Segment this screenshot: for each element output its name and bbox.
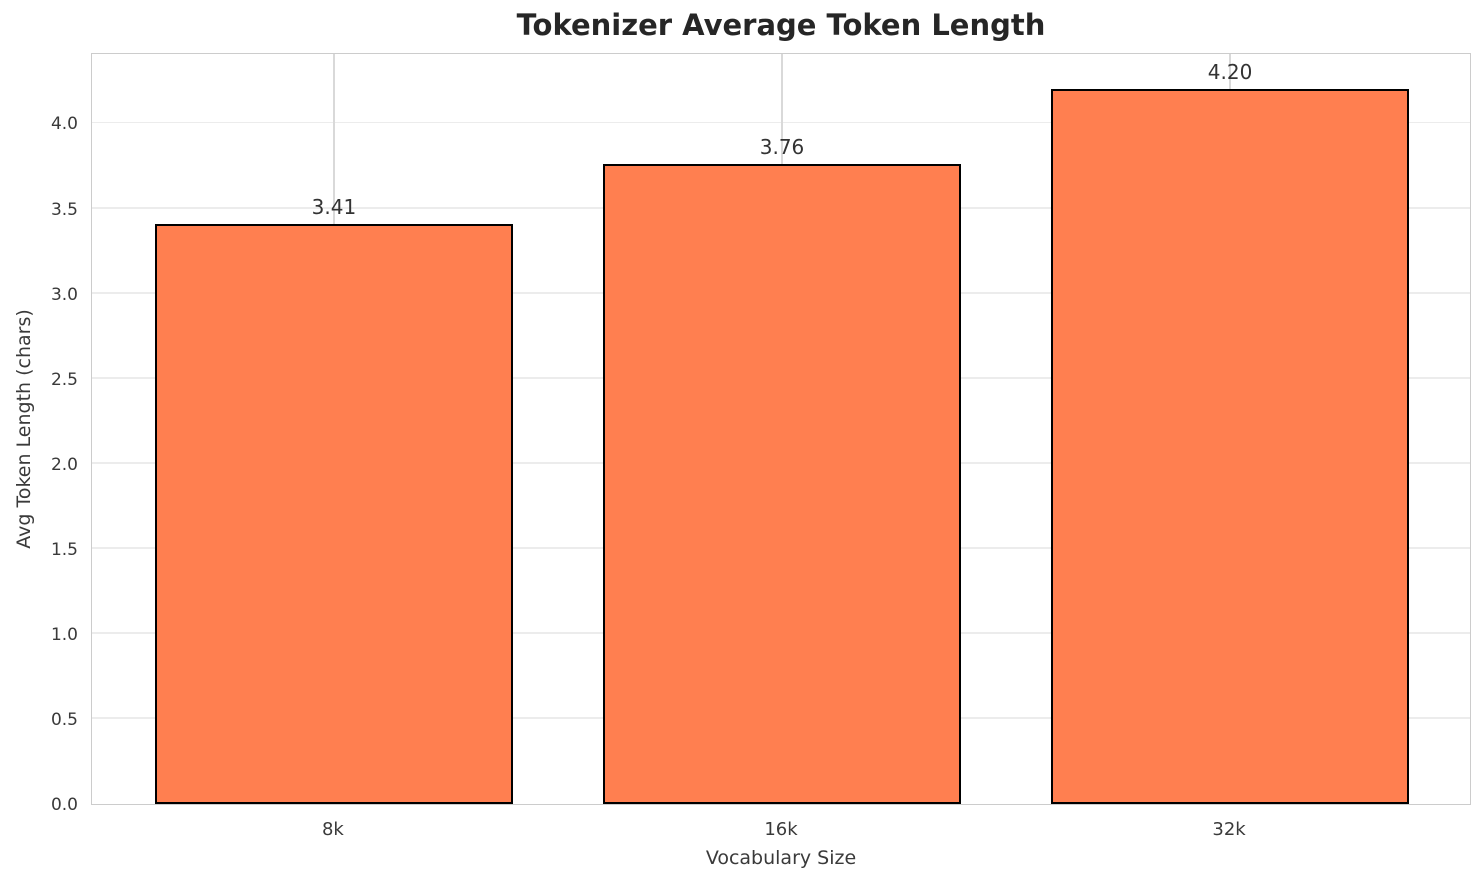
bar-8k [154,223,514,804]
bar-32k [1050,89,1410,804]
bar-value-label: 4.20 [1207,60,1253,85]
x-tick-label: 32k [1212,819,1246,840]
y-tick-label: 4.0 [50,114,78,135]
y-tick-label: 2.0 [50,454,78,475]
y-tick-label: 3.5 [50,199,78,220]
bar-16k [602,164,962,804]
y-tick-label: 3.0 [50,284,78,305]
x-axis-label: Vocabulary Size [705,847,857,869]
x-tick-label: 8k [321,819,344,840]
y-axis-label-text: Avg Token Length (chars) [13,309,35,549]
y-tick-label: 1.0 [50,624,78,645]
chart-title: Tokenizer Average Token Length [516,8,1046,42]
plot-area: 3.41 3.76 4.20 [91,53,1471,805]
bar-value-label: 3.76 [759,135,805,160]
y-tick-label: 1.5 [50,539,78,560]
y-tick-label: 0.0 [50,795,78,815]
x-tick-label: 16k [764,819,798,840]
bar-value-label: 3.41 [311,194,357,219]
y-tick-label: 2.5 [50,369,78,390]
y-tick-label: 0.5 [50,709,78,730]
